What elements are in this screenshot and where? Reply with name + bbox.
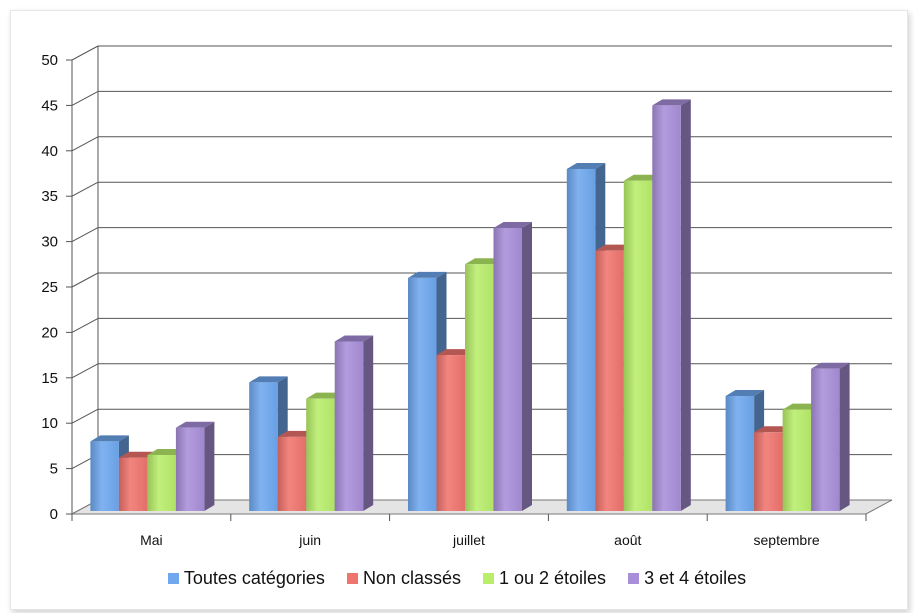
- bar-top: [566, 162, 606, 169]
- y-tick-label: 35: [41, 188, 58, 205]
- y-tick-label: 40: [41, 143, 58, 160]
- y-tick-label: 50: [41, 52, 58, 69]
- bar-side: [204, 421, 215, 511]
- y-tick-label: 10: [41, 415, 58, 432]
- y-axis-ticks: 0 5 10 15 20 25 30 35 40 45 50: [41, 52, 72, 523]
- bar-top: [652, 99, 691, 106]
- x-tick-label: juin: [298, 532, 321, 548]
- bar-front: [408, 277, 437, 511]
- legend-swatch: [628, 573, 640, 584]
- bar-top: [408, 271, 447, 278]
- bar-top: [725, 389, 765, 396]
- y-tick-label: 20: [41, 324, 58, 341]
- legend-item: 1 ou 2 étoiles: [482, 568, 607, 589]
- bar-top: [334, 335, 374, 342]
- x-tick-label: septembre: [754, 532, 820, 548]
- gridline-diagonal: [71, 272, 99, 288]
- bar-front: [249, 382, 278, 511]
- bar-side: [839, 362, 850, 511]
- bar-side: [363, 335, 374, 511]
- gridline-diagonal: [71, 90, 99, 106]
- y-tick-label: 15: [41, 370, 58, 387]
- bar-front: [754, 432, 783, 511]
- bar-side: [680, 99, 691, 512]
- y-tick-label: 5: [50, 461, 58, 478]
- bar-top: [811, 362, 850, 369]
- gridline-diagonal: [71, 227, 99, 243]
- bar-top: [90, 435, 129, 442]
- bars: [90, 99, 850, 512]
- x-tick-label: juillet: [452, 532, 485, 548]
- bar-top: [175, 421, 215, 428]
- bar-front: [623, 180, 653, 512]
- y-tick-label: 45: [41, 97, 58, 114]
- gridline-diagonal: [71, 363, 99, 379]
- x-tick-label: août: [614, 532, 641, 548]
- legend-label: Non classés: [362, 568, 461, 588]
- bar-top: [493, 221, 532, 228]
- legend-label: 3 et 4 étoiles: [644, 568, 747, 588]
- legend-swatch: [346, 573, 358, 584]
- bar: [652, 99, 691, 512]
- bar: [493, 221, 532, 512]
- legend-item: Toutes catégories: [167, 568, 325, 589]
- bar-front: [725, 395, 755, 511]
- bar-front: [652, 105, 681, 512]
- bar-front: [493, 227, 522, 512]
- y-tick-label: 25: [41, 279, 58, 296]
- legend-label: 1 ou 2 étoiles: [498, 568, 607, 588]
- legend: Toutes catégories Non classés 1 ou 2 étoil…: [0, 568, 914, 589]
- y-tick-label: 0: [50, 506, 58, 523]
- bar-front: [465, 264, 494, 511]
- bar-front: [595, 250, 624, 511]
- bar-front: [334, 341, 364, 511]
- bar: [175, 421, 215, 511]
- x-axis-ticks: Mai juin juillet août septembre: [71, 514, 867, 548]
- bar: [334, 335, 374, 511]
- y-tick-label: 30: [41, 234, 58, 251]
- gridline-diagonal: [71, 408, 99, 424]
- gridline-diagonal: [71, 45, 99, 61]
- bar-front: [306, 398, 335, 511]
- x-tick-label: Mai: [140, 532, 163, 548]
- bar-front: [566, 168, 596, 511]
- bar-front: [782, 409, 812, 511]
- gridline-diagonal: [71, 136, 99, 152]
- bar-side: [522, 221, 532, 512]
- bar: [811, 362, 850, 511]
- bar-front: [90, 441, 119, 511]
- bar-front: [118, 457, 148, 511]
- legend-label: Toutes catégories: [183, 568, 325, 588]
- legend-item: 3 et 4 étoiles: [628, 568, 746, 589]
- bar-front: [147, 454, 176, 511]
- gridline-diagonal: [71, 317, 99, 333]
- bar-front: [811, 368, 840, 511]
- legend-swatch: [167, 573, 179, 584]
- bar-front: [436, 355, 465, 511]
- legend-swatch: [482, 573, 494, 584]
- gridline-diagonal: [71, 181, 99, 197]
- bar-top: [249, 376, 288, 383]
- bar-front: [277, 436, 307, 511]
- legend-item: Non classés: [346, 568, 461, 589]
- bar-front: [175, 427, 205, 511]
